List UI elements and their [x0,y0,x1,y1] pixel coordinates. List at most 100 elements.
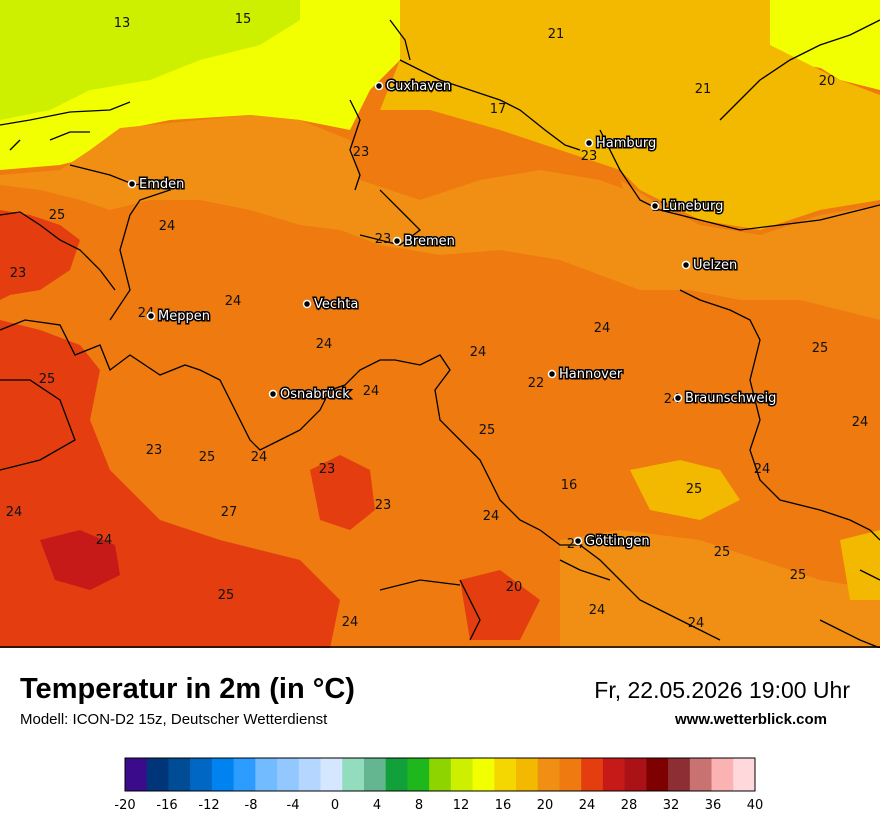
legend-swatch [211,758,235,791]
website-link[interactable]: www.wetterblick.com [675,711,827,728]
warm-south [460,570,540,640]
city-dot [650,201,660,211]
legend-tick-label: -12 [198,798,219,812]
legend-swatch [602,758,626,791]
legend-swatch [668,758,691,791]
legend-swatch [190,758,213,791]
city-marker: Braunschweig [673,390,778,408]
temperature-value: 21 [695,82,712,97]
legend-tick-label: -16 [156,798,177,812]
legend-tick-label: 28 [621,798,638,812]
legend-tick-label: 8 [415,798,423,812]
temperature-value: 25 [218,588,235,603]
land-east-orange [620,180,880,320]
cool-southeast [840,530,880,600]
city-dot [547,369,557,379]
value-labels: 13 15 21 20 21 17 23 23 22 25 24 23 23 24 24 24 24 24 25 25… [6,12,869,631]
temperature-value: 25 [790,568,807,583]
city-label: Cuxhaven [386,79,451,94]
legend-tick-label: -4 [287,798,300,812]
legend-tick-label: 12 [453,798,470,812]
temperature-value: 23 [375,232,392,247]
city-label: Hannover [559,367,623,382]
legend-tick-label: 4 [373,798,381,812]
temperature-value: 25 [199,450,216,465]
temperature-value: 24 [316,337,333,352]
city-label: Hamburg [596,136,656,151]
city-dot [268,389,278,399]
city-label: Braunschweig [685,391,776,406]
temperature-value: 24 [594,321,611,336]
legend-tick-label: 36 [705,798,722,812]
city-dot [584,138,594,148]
legend-swatch [385,758,408,791]
legend-swatch [516,758,539,791]
city-dot [573,536,583,546]
city-label: Bremen [404,234,455,249]
temperature-value: 25 [39,372,56,387]
temperature-value: 25 [49,208,66,223]
city-dot [673,393,683,403]
footer: Temperatur in 2m (in °C) Modell: ICON-D2… [0,648,880,830]
temperature-value: 23 [375,498,392,513]
temperature-value: 24 [225,294,242,309]
legend-swatch [689,758,713,791]
city-marker: Hannover [547,366,624,384]
legend-tick-label: 20 [537,798,554,812]
legend-tick-label: 24 [579,798,596,812]
forecast-datetime: Fr, 22.05.2026 19:00 Uhr [594,677,850,703]
legend-swatch [472,758,495,791]
temperature-value: 24 [96,533,113,548]
city-marker: Lüneburg [650,198,725,216]
temperature-value: 17 [490,102,507,117]
legend-swatch [146,758,169,791]
temperature-value: 24 [6,505,23,520]
temperature-value: 16 [561,478,578,493]
city-label: Lüneburg [662,199,723,214]
temperature-value: 24 [483,509,500,524]
legend-swatch [407,758,430,791]
hot-spot [40,530,120,590]
city-marker: Hamburg [584,135,658,153]
city-label: Uelzen [693,258,737,273]
legend-tick-label: 16 [495,798,512,812]
city-dot [374,81,384,91]
model-info: Modell: ICON-D2 15z, Deutscher Wetterdie… [20,711,328,728]
temperature-value: 23 [581,149,598,164]
warm-west [0,210,80,300]
city-marker: Osnabrück [268,386,352,404]
temperature-value: 24 [470,345,487,360]
city-label: Göttingen [585,534,650,549]
legend-outline [124,757,756,792]
legend-swatch [494,758,517,791]
city-dot [302,299,312,309]
legend-tick-label: -8 [245,798,258,812]
temperature-value: 13 [114,16,131,31]
sea-area-lime [0,0,300,120]
temperature-value: 24 [363,384,380,399]
temperature-value: 20 [819,74,836,89]
city-label: Meppen [158,309,210,324]
legend-swatch [255,758,278,791]
land-north [380,0,880,230]
temperature-value: 15 [235,12,252,27]
temperature-value: 23 [319,462,336,477]
temperature-value: 24 [251,450,268,465]
temperature-value: 27 [221,505,238,520]
city-marker: Bremen [392,233,456,251]
legend-swatch [363,758,387,791]
city-dot [127,179,137,189]
temperature-value: 23 [146,443,163,458]
city-marker: Meppen [146,308,211,326]
temperature-value: 20 [506,580,523,595]
temperature-value: 24 [852,415,869,430]
legend-swatch [429,758,452,791]
legend-swatch [342,758,365,791]
temperature-value: 25 [714,545,731,560]
legend-swatch [233,758,256,791]
temperature-value: 24 [688,616,705,631]
legend-swatch [320,758,343,791]
temperature-value: 23 [10,266,27,281]
sea-area-ne [770,0,880,90]
cooler-east [560,530,880,648]
